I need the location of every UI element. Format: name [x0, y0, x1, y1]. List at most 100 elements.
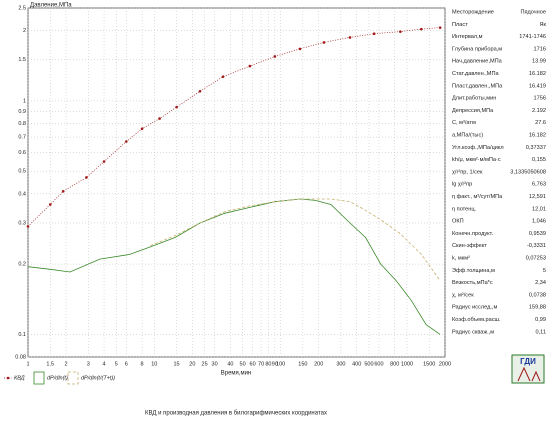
- legend-label: dP/dln(t): [47, 375, 68, 381]
- parameter-value: -0,3331: [527, 243, 546, 249]
- x-tick-label: 300: [336, 361, 345, 367]
- data-point: [399, 30, 402, 33]
- data-point: [438, 26, 442, 29]
- x-tick-label: 1: [26, 361, 29, 367]
- parameter-label: Месторождение: [452, 9, 494, 15]
- data-point: [102, 160, 106, 163]
- parameter-value: 6,763: [532, 182, 546, 188]
- data-point: [85, 176, 88, 179]
- x-tick-label: 600: [374, 361, 383, 367]
- y-tick-label: 0.8: [18, 121, 26, 127]
- x-tick-label: 400: [352, 361, 361, 367]
- parameter-label: Пласт.давлен.,МПа: [452, 83, 503, 89]
- y-tick-label: 2: [23, 28, 26, 34]
- series-line: [27, 198, 441, 335]
- y-tick-label: 2.5: [18, 5, 26, 11]
- parameter-label: Коэф.объем.расш.: [452, 317, 501, 323]
- y-tick-label: 0.2: [18, 262, 26, 268]
- y-axis-label: Давление,МПа: [30, 3, 72, 9]
- parameter-value: 12,01: [532, 206, 546, 212]
- y-tick-label: 0.4: [18, 191, 26, 197]
- parameter-label: χ/r²пр, 1/сек: [452, 169, 483, 175]
- parameter-value: 5: [543, 268, 546, 274]
- data-point: [348, 36, 352, 39]
- x-tick-label: 90: [272, 361, 278, 367]
- x-tick-label: 70: [258, 361, 264, 367]
- parameter-value: 2.192: [532, 108, 546, 114]
- logo: ГДИ: [511, 354, 545, 384]
- parameter-label: Эфф.толщина,м: [452, 268, 495, 274]
- parameter-label: χ, м²/сек: [452, 292, 474, 298]
- x-tick-label: 4: [103, 361, 106, 367]
- parameter-label: Скин-эффект: [452, 243, 487, 249]
- parameter-value: 1741-1746: [519, 34, 546, 40]
- parameter-label: Вязкость,мПа*с: [452, 280, 493, 286]
- data-point: [372, 32, 376, 36]
- x-tick-label: 100: [276, 361, 285, 367]
- parameter-value: 0,9539: [529, 231, 546, 237]
- parameter-label: lg χ/r²пр: [452, 182, 472, 188]
- legend-marker: [67, 371, 79, 385]
- x-tick-label: 1.5: [46, 361, 54, 367]
- parameter-label: k, мкм²: [452, 255, 470, 261]
- x-tick-label: 1000: [401, 361, 413, 367]
- x-tick-label: 50: [240, 361, 246, 367]
- data-point: [198, 89, 202, 93]
- logo-icon: [517, 366, 541, 382]
- parameter-value: 16.419: [529, 83, 546, 89]
- data-point: [26, 225, 30, 228]
- x-tick-label: 200: [314, 361, 323, 367]
- y-tick-label: 0.08: [15, 354, 26, 360]
- parameter-label: a,МПа/(тыс): [452, 132, 483, 138]
- series-line: [27, 27, 441, 227]
- parameter-label: Глубина прибора,м: [452, 46, 502, 52]
- x-tick-label: 500: [364, 361, 373, 367]
- data-point: [298, 47, 302, 51]
- x-tick-label: 800: [390, 361, 399, 367]
- parameter-value: Як: [540, 22, 547, 28]
- y-tick-label: 0.3: [18, 220, 26, 226]
- x-axis-label: Время,мин: [221, 371, 252, 377]
- parameter-value: 0,37337: [526, 145, 546, 151]
- y-tick-label: 1: [23, 98, 26, 104]
- legend-marker: [33, 371, 45, 385]
- data-point: [175, 105, 178, 109]
- x-tick-label: 150: [298, 361, 307, 367]
- parameter-label: Радиус скваж.,м: [452, 329, 494, 335]
- parameter-label: Радиус исслед.,м: [452, 305, 497, 311]
- x-tick-label: 15: [174, 361, 180, 367]
- parameter-label: kh/μ, мкм²·м/мПа·с: [452, 157, 501, 163]
- x-tick-label: 80: [265, 361, 271, 367]
- parameter-value: 3,1335050608: [510, 169, 546, 175]
- parameter-value: 0,155: [532, 157, 546, 163]
- x-tick-label: 1500: [423, 361, 435, 367]
- parameter-label: Депрессия,МПа: [452, 108, 494, 114]
- parameter-value: 1,046: [532, 219, 546, 225]
- parameter-label: ОКП: [452, 219, 464, 225]
- data-point: [273, 55, 277, 58]
- parameter-value: 0,11: [536, 329, 546, 335]
- caption: КВД и производная давления в билогарифми…: [145, 411, 327, 417]
- parameter-panel: Месторождение Пядочное Пласт Як Интервал,м 17…: [452, 9, 547, 335]
- parameter-label: η потенц.: [452, 206, 477, 212]
- data-point: [158, 117, 161, 120]
- parameter-value: 13.99: [532, 59, 546, 65]
- logo-text: ГДИ: [520, 357, 536, 366]
- parameter-label: Нач.давление,МПа: [452, 59, 503, 65]
- parameter-value: 1716: [534, 46, 546, 52]
- x-tick-label: 2000: [439, 361, 451, 367]
- parameter-value: 0,0738: [529, 292, 546, 298]
- x-tick-label: 40: [227, 361, 233, 367]
- parameter-value: 27.6: [535, 120, 546, 126]
- data-point: [124, 140, 128, 143]
- y-tick-label: 0.1: [18, 332, 26, 338]
- x-tick-label: 2: [64, 361, 67, 367]
- y-tick-label: 0.7: [18, 135, 26, 141]
- x-tick-label: 8: [141, 361, 144, 367]
- legend-label: dP/dln(t/(T+t)): [81, 375, 115, 381]
- parameter-value: 0,99: [535, 317, 546, 323]
- logo-box: [511, 354, 545, 384]
- parameter-label: Угл.коэф.,МПа/цикл: [452, 145, 504, 151]
- x-tick-label: 10: [151, 361, 157, 367]
